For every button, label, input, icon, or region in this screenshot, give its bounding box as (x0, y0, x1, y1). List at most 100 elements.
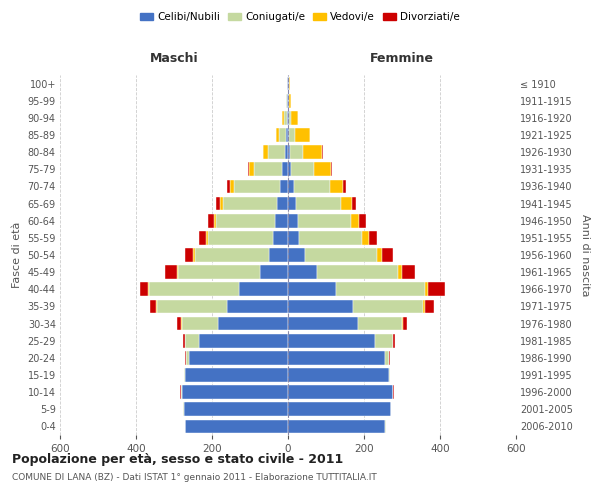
Bar (362, 231, 369, 244)
Bar (290, 111, 298, 124)
Bar (195, 248, 269, 262)
Bar (298, 214, 350, 228)
Bar (151, 300, 156, 314)
Bar (182, 386, 288, 399)
Bar (199, 231, 206, 244)
Bar (185, 351, 186, 364)
Bar (230, 180, 234, 194)
Bar (273, 231, 288, 244)
Bar (284, 111, 287, 124)
Bar (377, 248, 382, 262)
Bar (176, 266, 178, 279)
Bar (178, 316, 181, 330)
Bar (288, 214, 298, 228)
Bar (183, 334, 185, 347)
Bar (353, 300, 423, 314)
Bar (223, 196, 277, 210)
Bar (402, 316, 403, 330)
Y-axis label: Fasce di età: Fasce di età (12, 222, 22, 288)
Bar (288, 266, 317, 279)
Bar (260, 266, 288, 279)
Bar (185, 334, 199, 347)
Bar (288, 76, 289, 90)
Bar (287, 111, 288, 124)
Bar (185, 420, 288, 434)
Bar (425, 282, 428, 296)
Bar (199, 334, 288, 347)
Bar (182, 316, 218, 330)
Bar (290, 146, 303, 159)
Bar (331, 162, 332, 176)
Bar (295, 128, 310, 142)
Bar (216, 214, 275, 228)
Bar (288, 334, 376, 347)
Bar (287, 76, 288, 90)
Bar (352, 196, 356, 210)
Bar (392, 386, 393, 399)
Bar (288, 196, 296, 210)
Bar (269, 248, 288, 262)
Bar (330, 180, 343, 194)
Bar (403, 316, 407, 330)
Bar (216, 196, 220, 210)
Bar (218, 316, 288, 330)
Bar (385, 420, 386, 434)
Bar (402, 266, 415, 279)
Bar (428, 282, 445, 296)
Bar (186, 351, 189, 364)
Bar (214, 214, 216, 228)
Bar (389, 368, 390, 382)
Bar (268, 146, 285, 159)
Bar (305, 248, 377, 262)
Bar (220, 196, 223, 210)
Bar (254, 162, 283, 176)
Bar (288, 231, 299, 244)
Bar (382, 248, 392, 262)
Bar (185, 368, 288, 382)
Text: COMUNE DI LANA (BZ) - Dati ISTAT 1° gennaio 2011 - Elaborazione TUTTITALIA.IT: COMUNE DI LANA (BZ) - Dati ISTAT 1° genn… (12, 472, 377, 482)
Bar (288, 111, 289, 124)
Bar (288, 351, 385, 364)
Bar (249, 162, 254, 176)
Bar (303, 146, 322, 159)
Bar (296, 196, 341, 210)
Bar (193, 248, 195, 262)
Bar (184, 368, 185, 382)
Bar (392, 334, 393, 347)
Bar (288, 316, 358, 330)
Bar (335, 282, 425, 296)
Bar (288, 368, 389, 382)
Bar (288, 248, 305, 262)
Bar (280, 180, 288, 194)
Bar (185, 248, 193, 262)
Bar (288, 402, 391, 416)
Bar (156, 300, 157, 314)
Bar (291, 162, 314, 176)
Bar (282, 111, 284, 124)
Bar (286, 94, 287, 108)
Bar (288, 162, 291, 176)
Bar (359, 214, 366, 228)
Bar (288, 300, 353, 314)
Bar (350, 214, 359, 228)
Text: Popolazione per età, sesso e stato civile - 2011: Popolazione per età, sesso e stato civil… (12, 452, 343, 466)
Bar (288, 146, 290, 159)
Bar (208, 214, 214, 228)
Bar (299, 231, 362, 244)
Bar (276, 128, 279, 142)
Bar (385, 351, 389, 364)
Bar (288, 386, 392, 399)
Bar (289, 128, 295, 142)
Bar (184, 402, 288, 416)
Bar (140, 282, 148, 296)
Bar (389, 351, 390, 364)
Bar (286, 128, 288, 142)
Bar (183, 402, 184, 416)
Text: Maschi: Maschi (149, 52, 199, 64)
Bar (294, 180, 330, 194)
Bar (393, 334, 395, 347)
Bar (288, 128, 289, 142)
Bar (288, 180, 294, 194)
Bar (288, 94, 289, 108)
Bar (227, 180, 230, 194)
